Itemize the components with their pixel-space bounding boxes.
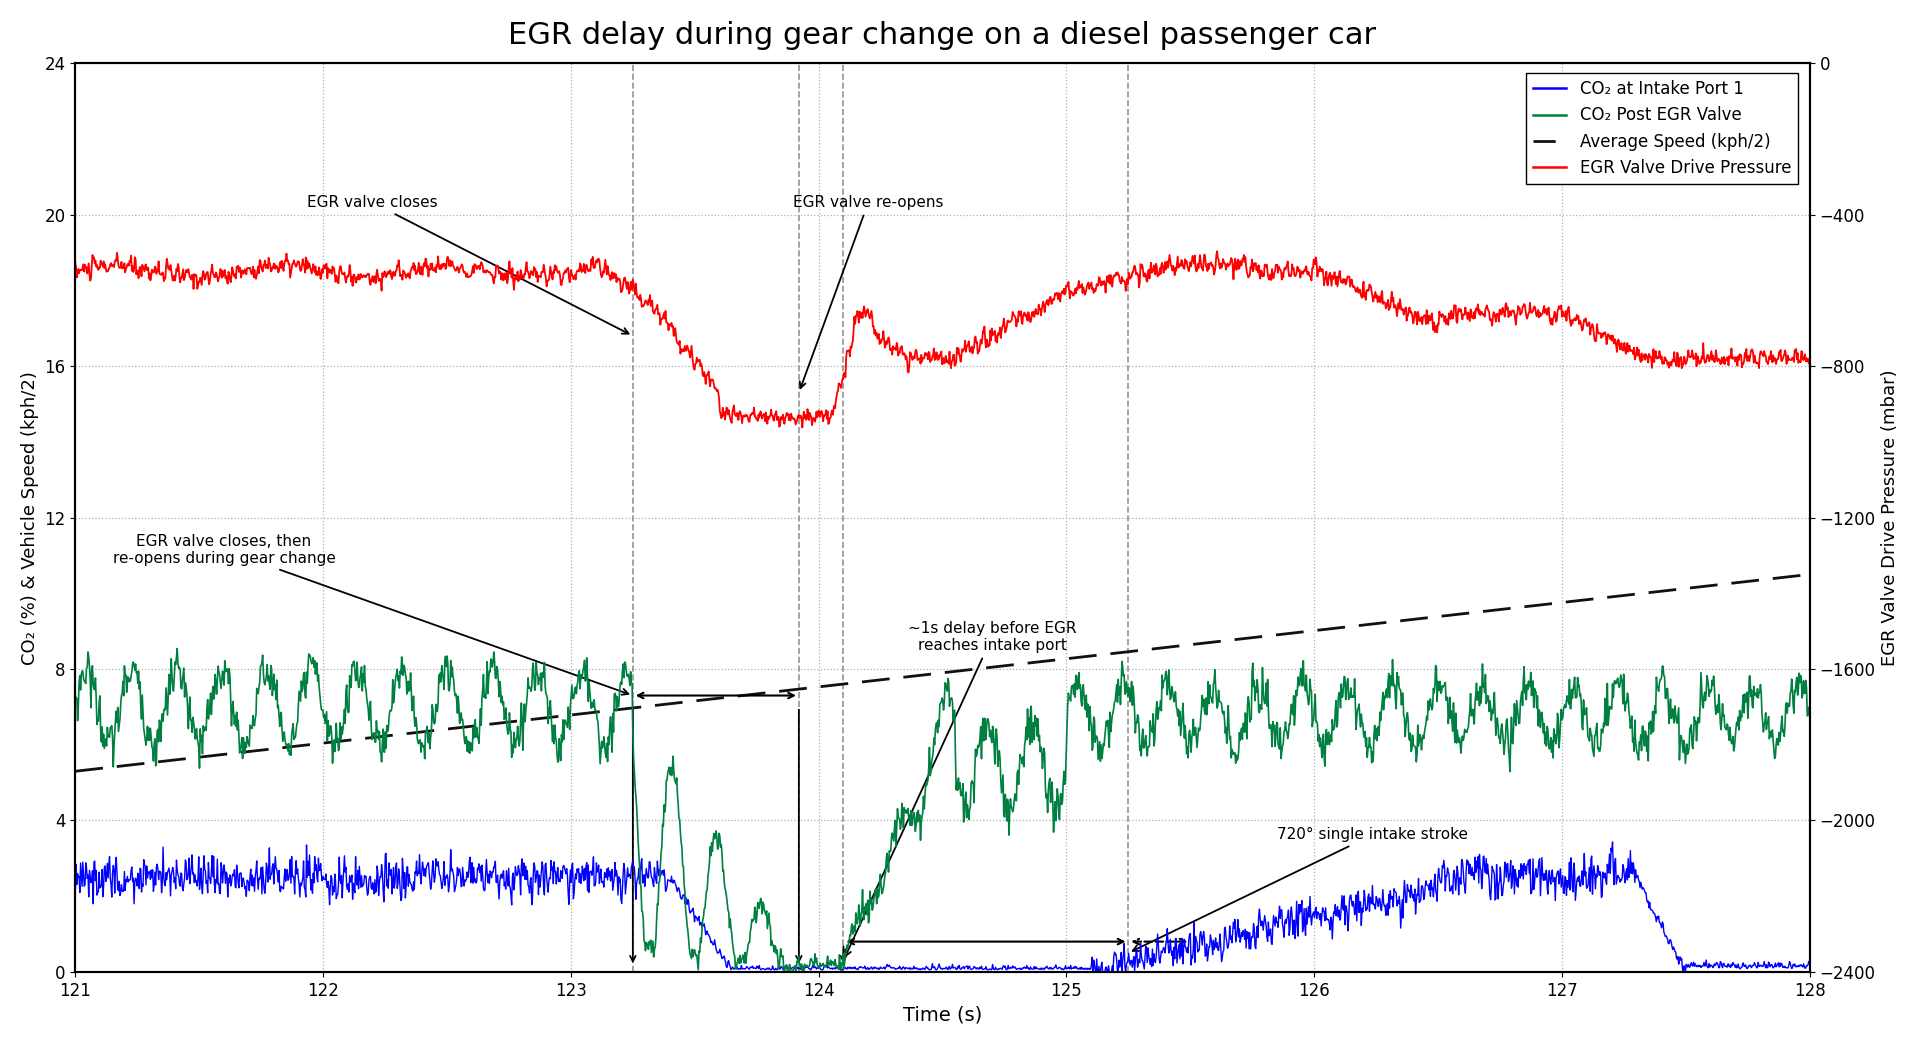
Text: EGR valve closes: EGR valve closes [307,195,628,333]
Y-axis label: EGR Valve Drive Pressure (mbar): EGR Valve Drive Pressure (mbar) [1882,369,1899,666]
Text: EGR valve closes, then
re-opens during gear change: EGR valve closes, then re-opens during g… [113,534,628,695]
Text: EGR valve re-opens: EGR valve re-opens [793,195,943,388]
Legend: CO₂ at Intake Port 1, CO₂ Post EGR Valve, Average Speed (kph/2), EGR Valve Drive: CO₂ at Intake Port 1, CO₂ Post EGR Valve… [1526,73,1797,184]
Text: 720° single intake stroke: 720° single intake stroke [1133,828,1469,951]
Text: ~1s delay before EGR
reaches intake port: ~1s delay before EGR reaches intake port [845,621,1077,956]
X-axis label: Time (s): Time (s) [902,1005,983,1024]
Y-axis label: CO₂ (%) & Vehicle Speed (kph/2): CO₂ (%) & Vehicle Speed (kph/2) [21,371,38,665]
Title: EGR delay during gear change on a diesel passenger car: EGR delay during gear change on a diesel… [509,21,1377,50]
